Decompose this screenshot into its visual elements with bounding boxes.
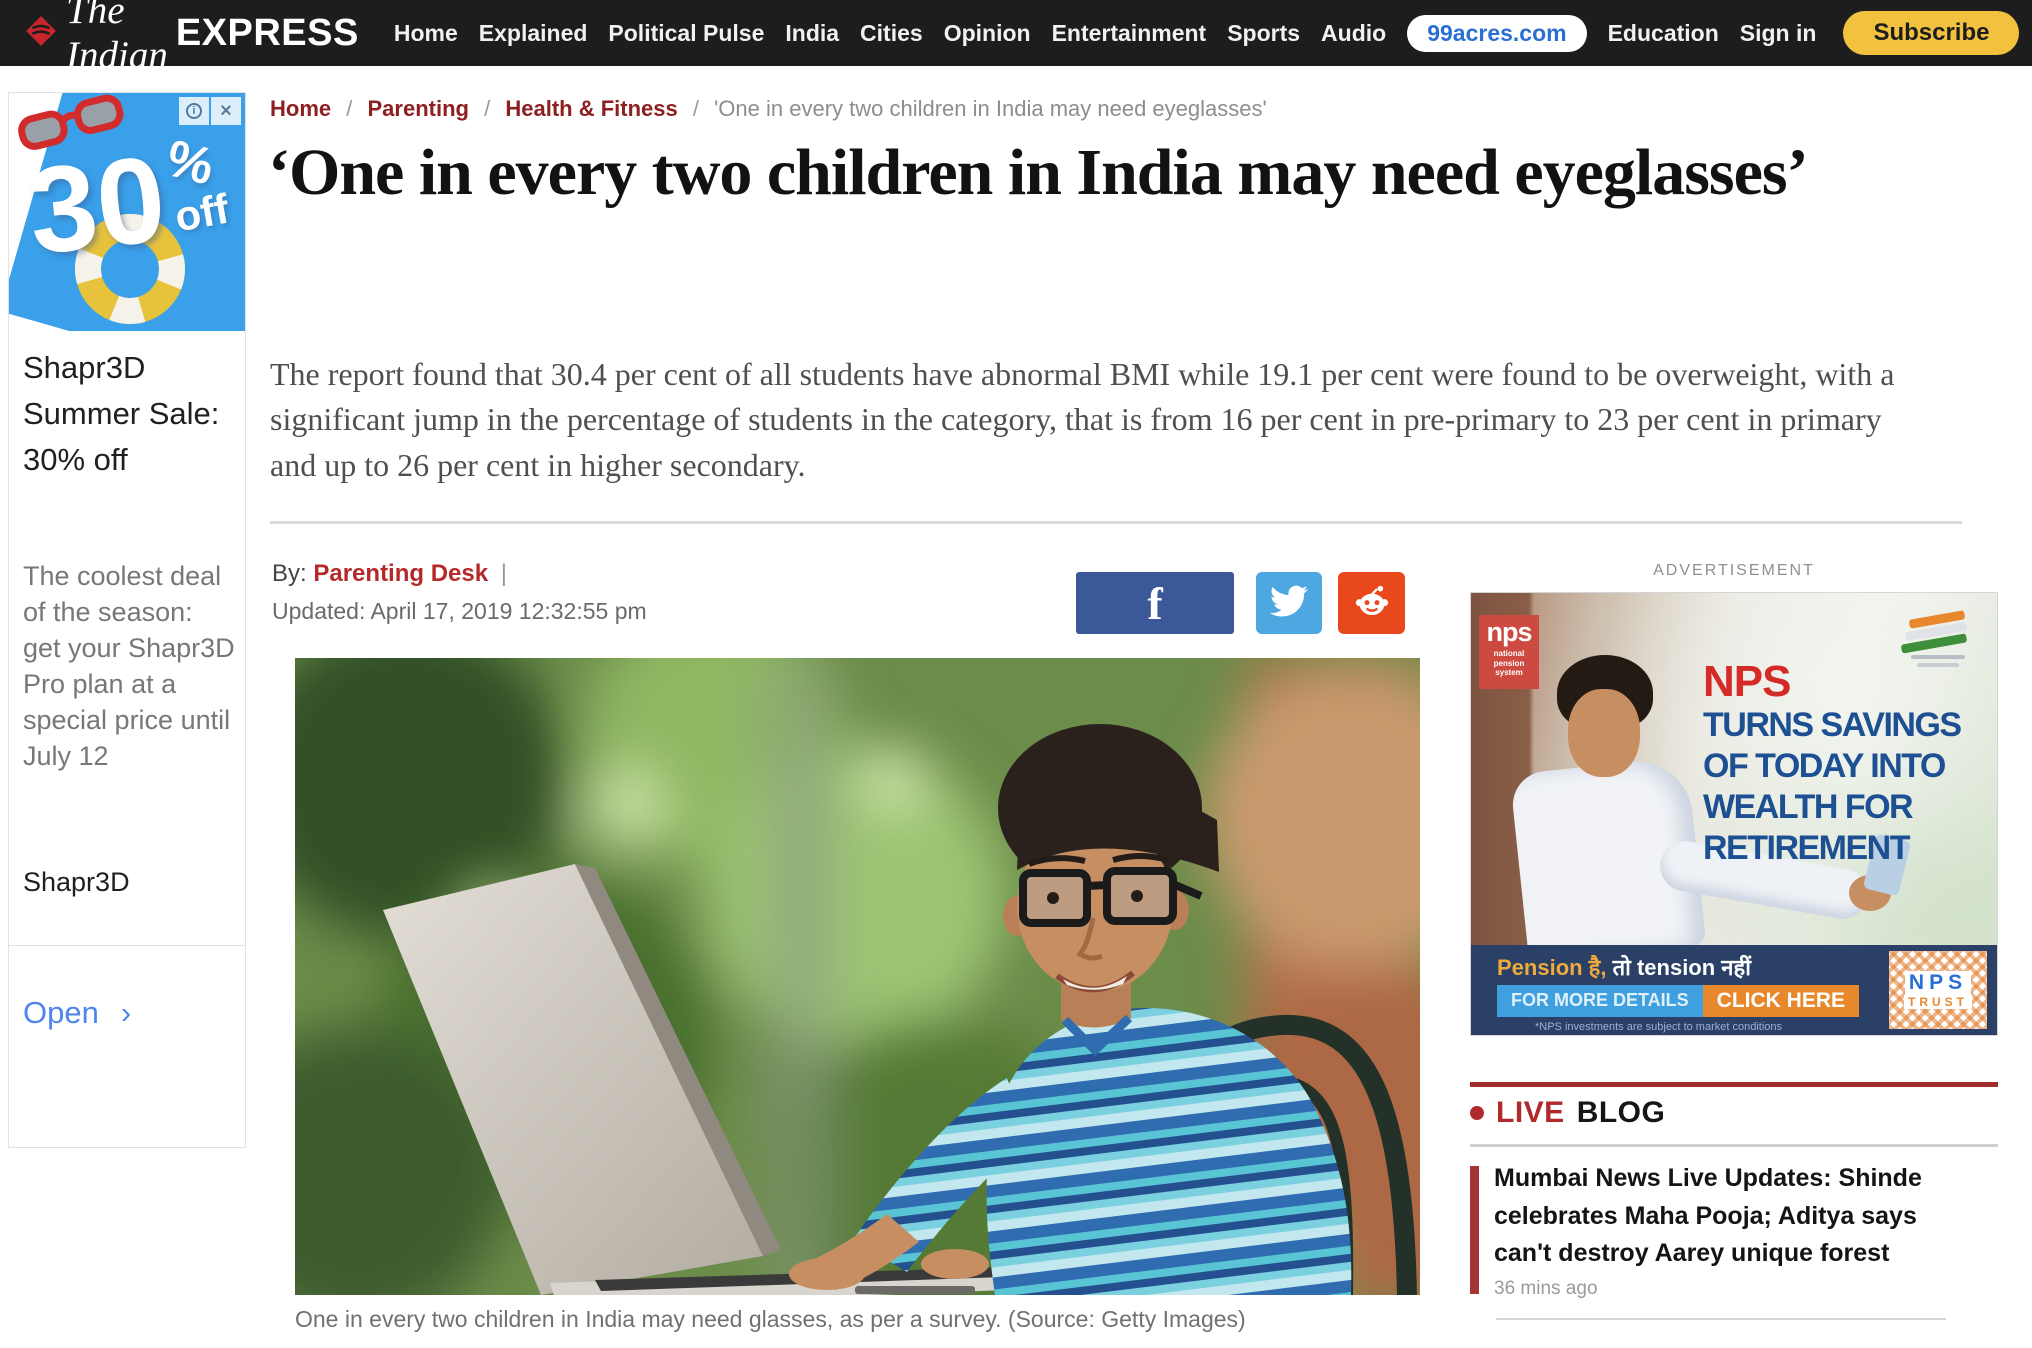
article-standfirst: The report found that 30.4 per cent of a… bbox=[270, 356, 1895, 483]
author-link[interactable]: Parenting Desk bbox=[313, 560, 489, 587]
open-label: Open bbox=[23, 995, 99, 1030]
nav-99acres-pill[interactable]: 99acres.com bbox=[1407, 14, 1587, 52]
nps-tagline-orange: Pension है, bbox=[1497, 955, 1607, 980]
nps-fine-print: *NPS investments are subject to market c… bbox=[1535, 1021, 1783, 1033]
photo-caption: One in every two children in India may n… bbox=[295, 1306, 1246, 1332]
breadcrumb-health-fitness[interactable]: Health & Fitness bbox=[505, 96, 678, 121]
nps-headline: NPS TURNS SAVINGS OF TODAY INTO WEALTH F… bbox=[1703, 657, 1993, 868]
facebook-icon: f bbox=[1147, 577, 1163, 629]
breadcrumb-current: 'One in every two children in India may … bbox=[714, 96, 1267, 121]
azadi-amrit-mahotsav-logo bbox=[1891, 609, 1983, 671]
byline: By: Parenting Desk | bbox=[272, 560, 507, 588]
nps-headline-line4: RETIREMENT bbox=[1703, 828, 1911, 867]
byline-prefix: By: bbox=[272, 560, 307, 587]
nps-click-here-button[interactable]: CLICK HERE bbox=[1702, 985, 1860, 1017]
nav-link-explained[interactable]: Explained bbox=[478, 19, 588, 46]
nps-trust-text-top: NPS bbox=[1904, 971, 1972, 995]
nps-tagline: Pension है, तो tension नहीं bbox=[1497, 952, 1751, 982]
subscribe-button[interactable]: Subscribe bbox=[1843, 11, 2020, 55]
left-ad-card[interactable]: 30 % off i × Shapr3D Summer Sale: 30% of… bbox=[8, 92, 246, 1148]
breadcrumb-home[interactable]: Home bbox=[270, 96, 332, 121]
nps-trust-logo: NPS TRUST bbox=[1889, 951, 1987, 1029]
nav-link-opinion[interactable]: Opinion bbox=[943, 19, 1031, 46]
nav-link-sports[interactable]: Sports bbox=[1227, 19, 1301, 46]
nav-link-audio[interactable]: Audio bbox=[1321, 19, 1387, 46]
live-blog-top-border bbox=[1470, 1082, 1998, 1087]
breadcrumb-separator: / bbox=[692, 96, 699, 121]
article-photo bbox=[295, 658, 1420, 1295]
breadcrumb: Home / Parenting / Health & Fitness / 'O… bbox=[270, 96, 1267, 122]
breadcrumb-separator: / bbox=[484, 96, 491, 121]
nps-headline-line3: WEALTH FOR bbox=[1703, 787, 1914, 826]
ad-info-icon: i bbox=[186, 103, 202, 119]
brand-name-serif: The Indian bbox=[66, 0, 168, 77]
nps-trust-text-bottom: TRUST bbox=[1904, 995, 1972, 1009]
nps-logo-text: nps bbox=[1486, 617, 1532, 647]
left-ad-advertiser: Shapr3D bbox=[23, 867, 130, 897]
sunglasses-icon bbox=[18, 94, 124, 150]
top-nav-bar: The Indian EXPRESS Home Explained Politi… bbox=[0, 0, 2032, 77]
left-ad-image[interactable]: 30 % off i × bbox=[9, 93, 245, 331]
nav-link-entertainment[interactable]: Entertainment bbox=[1051, 19, 1207, 46]
nps-man-face bbox=[1568, 689, 1640, 777]
nav-link-political-pulse[interactable]: Political Pulse bbox=[608, 19, 765, 46]
divider bbox=[270, 521, 1962, 524]
breadcrumb-separator: / bbox=[346, 96, 353, 121]
nps-ad-photo: nps national pension system NPS TURNS SA… bbox=[1471, 593, 1997, 945]
nps-ad[interactable]: nps national pension system NPS TURNS SA… bbox=[1470, 592, 1998, 1036]
reddit-share-button[interactable] bbox=[1338, 572, 1405, 634]
live-blog-header: LIVE BLOG bbox=[1470, 1096, 1665, 1130]
updated-timestamp: Updated: April 17, 2019 12:32:55 pm bbox=[272, 598, 647, 624]
blog-label: BLOG bbox=[1576, 1096, 1666, 1129]
nps-details-button[interactable]: FOR MORE DETAILS bbox=[1497, 985, 1703, 1017]
facebook-share-button[interactable]: f bbox=[1076, 572, 1234, 634]
divider bbox=[9, 945, 245, 946]
nps-ad-bottom-bar: Pension है, तो tension नहीं FOR MORE DET… bbox=[1471, 945, 1997, 1035]
nps-tagline-white: तो tension नहीं bbox=[1612, 955, 1751, 980]
nps-logo: nps national pension system bbox=[1479, 615, 1539, 689]
live-label: LIVE bbox=[1496, 1096, 1565, 1129]
left-ad-title[interactable]: Shapr3D Summer Sale: 30% off bbox=[23, 350, 220, 477]
ad-close-button[interactable]: × bbox=[211, 97, 241, 125]
nav-link-cities[interactable]: Cities bbox=[860, 19, 923, 46]
divider bbox=[1470, 1144, 1998, 1147]
ad-off-text: off bbox=[171, 184, 233, 241]
breadcrumb-parenting[interactable]: Parenting bbox=[367, 96, 469, 121]
nav-link-home[interactable]: Home bbox=[393, 19, 458, 46]
nps-headline-line2: OF TODAY INTO bbox=[1703, 746, 1946, 785]
sign-in-link[interactable]: Sign in bbox=[1739, 19, 1817, 46]
byline-pipe: | bbox=[500, 560, 507, 587]
divider bbox=[1496, 1318, 1946, 1320]
article-headline: ‘One in every two children in India may … bbox=[268, 136, 1809, 209]
advertisement-label: ADVERTISEMENT bbox=[1653, 562, 1815, 579]
chevron-right-icon: › bbox=[120, 995, 132, 1030]
live-blog-item-time: 36 mins ago bbox=[1494, 1278, 1598, 1299]
adchoices-info-button[interactable]: i bbox=[179, 97, 209, 125]
reddit-icon bbox=[1352, 581, 1392, 626]
lifebuoy-icon bbox=[75, 214, 185, 324]
brand-name-bold: EXPRESS bbox=[175, 11, 359, 54]
left-ad-body: The coolest deal of the season: get your… bbox=[23, 561, 235, 771]
nav-link-india[interactable]: India bbox=[785, 19, 840, 46]
nps-headline-line1: TURNS SAVINGS bbox=[1703, 706, 1962, 745]
twitter-icon bbox=[1270, 582, 1309, 625]
nav-link-education[interactable]: Education bbox=[1607, 19, 1719, 46]
live-blog-item-title[interactable]: Mumbai News Live Updates: Shinde celebra… bbox=[1494, 1164, 1922, 1267]
twitter-share-button[interactable] bbox=[1256, 572, 1322, 634]
live-blog-item-marker bbox=[1470, 1166, 1479, 1294]
indian-express-mark-icon bbox=[24, 14, 58, 53]
left-ad-open-button[interactable]: Open › bbox=[23, 995, 131, 1031]
indian-express-logo[interactable]: The Indian EXPRESS bbox=[24, 0, 359, 78]
nps-headline-red: NPS bbox=[1703, 657, 1791, 706]
live-dot-icon bbox=[1470, 1106, 1484, 1120]
nps-logo-subtext: national pension system bbox=[1493, 649, 1525, 678]
ad-close-icon: × bbox=[220, 99, 232, 122]
